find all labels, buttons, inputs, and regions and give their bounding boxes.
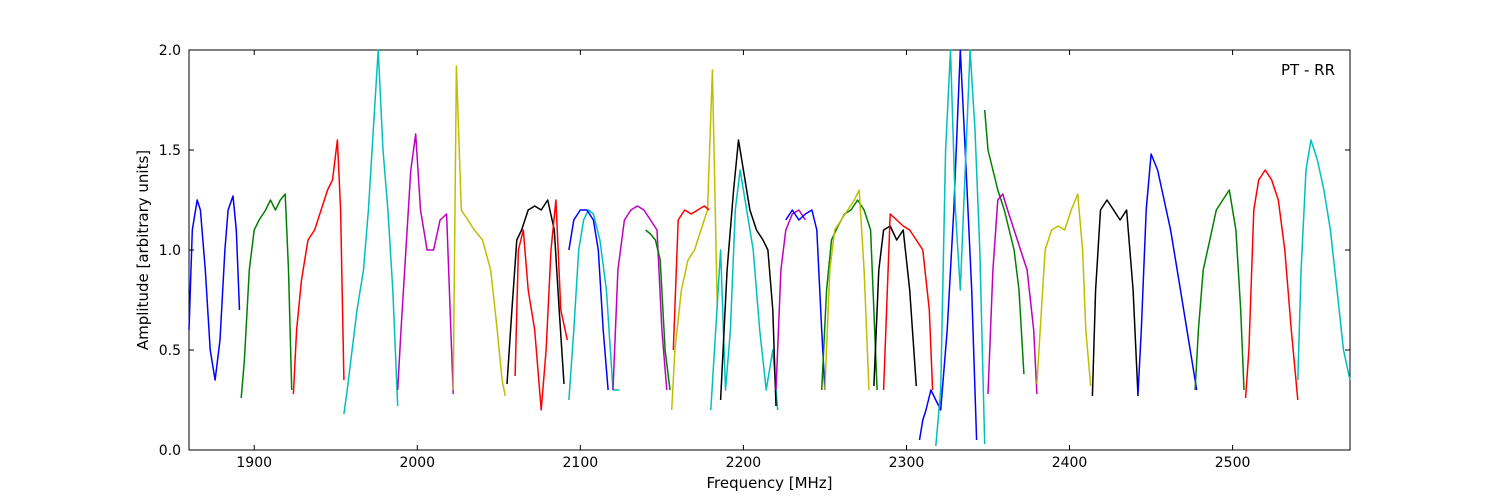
y-tick-label: 0.0	[159, 443, 181, 459]
tick-layer: 1900 2000 2100 2200 2300 2400 2500 0.0 0.5 1.0 1.5…	[159, 43, 1350, 471]
series-line-23	[918, 49, 978, 441]
series-line-21	[873, 225, 918, 387]
series-line-22	[882, 213, 934, 391]
series-line-28	[1091, 199, 1139, 397]
series-line-3	[292, 139, 345, 395]
x-axis-label: Frequency [MHz]	[706, 474, 832, 492]
y-tick-label: 2.0	[159, 43, 181, 59]
series-line-30	[1194, 189, 1245, 391]
series-line-18	[785, 209, 826, 391]
series-line-32	[1297, 139, 1351, 381]
series-line-17	[775, 209, 807, 391]
series-line-1	[188, 195, 241, 381]
x-tick-label: 2300	[889, 455, 925, 471]
series-line-14	[672, 205, 710, 351]
series-line-19	[820, 199, 878, 391]
series-line-8	[514, 199, 569, 411]
series-line-31	[1244, 169, 1299, 401]
series-line-11	[612, 205, 668, 391]
x-tick-label: 2500	[1215, 455, 1251, 471]
series-line-13	[670, 69, 719, 411]
y-tick-label: 0.5	[159, 343, 181, 359]
x-tick-label: 2400	[1052, 455, 1088, 471]
series-line-29	[1137, 153, 1198, 395]
x-tick-label: 1900	[236, 455, 272, 471]
series-line-2	[240, 193, 293, 399]
series-line-10	[568, 209, 609, 391]
series-line-25	[983, 109, 1025, 375]
series-line-24	[935, 49, 986, 447]
plot-frame	[188, 49, 1351, 451]
series-line-16	[719, 139, 777, 407]
y-tick-label: 1.0	[159, 243, 181, 259]
series-line-5	[396, 133, 454, 395]
series-line-7	[506, 199, 565, 385]
x-tick-label: 2000	[399, 455, 435, 471]
x-tick-label: 2100	[563, 455, 599, 471]
series-line-4	[343, 49, 399, 415]
series-line-15	[710, 169, 779, 411]
annotation-label: PT - RR	[1281, 61, 1335, 79]
y-axis-label: Amplitude [arbitrary units]	[134, 150, 152, 350]
series-line-9	[568, 209, 620, 401]
series-line-6	[452, 65, 507, 397]
x-tick-label: 2200	[726, 455, 762, 471]
y-tick-label: 1.5	[159, 143, 181, 159]
series-line-26	[987, 193, 1038, 395]
series-line-20	[824, 189, 870, 391]
series-line-27	[1036, 193, 1092, 387]
series-layer	[188, 49, 1351, 447]
series-line-12	[645, 229, 671, 391]
